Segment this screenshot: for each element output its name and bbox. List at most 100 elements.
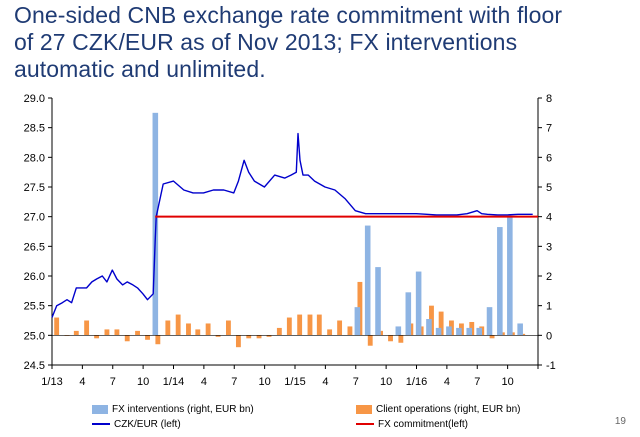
legend-commitment-label: FX commitment(left) xyxy=(378,419,469,430)
x-tick-label: 4 xyxy=(201,376,207,388)
client-operations-bar xyxy=(276,327,282,336)
client-operations-bar xyxy=(124,335,130,342)
client-operations-bar xyxy=(286,317,292,336)
fx-interventions-bar xyxy=(517,323,523,336)
fx-interventions-bar xyxy=(405,292,412,336)
right-tick-label: 0 xyxy=(546,330,552,342)
client-operations-bar xyxy=(246,335,252,339)
fx-interventions-bar xyxy=(507,216,513,336)
fx-interventions-bar xyxy=(364,225,371,336)
right-tick-label: 8 xyxy=(546,93,552,105)
client-operations-bar xyxy=(489,335,495,339)
fx-interventions-swatch xyxy=(92,404,108,414)
right-tick-label: 4 xyxy=(546,212,552,224)
left-tick-label: 27.5 xyxy=(24,182,45,194)
x-tick-label: 4 xyxy=(79,376,85,388)
x-tick-label: 1/15 xyxy=(284,376,305,388)
client-operations-bar xyxy=(73,330,79,336)
x-tick-label: 7 xyxy=(474,376,480,388)
client-operations-bar xyxy=(256,335,262,339)
client-operations-bar xyxy=(235,335,241,348)
client-operations-bar xyxy=(327,329,333,336)
left-tick-label: 25.5 xyxy=(24,301,45,313)
client-operations-bar xyxy=(337,320,343,336)
client-operations-bar xyxy=(297,314,303,336)
left-tick-label: 26.0 xyxy=(24,271,45,283)
title-line-2: of 27 CZK/EUR as of Nov 2013; FX interve… xyxy=(14,29,518,55)
x-tick-label: 1/14 xyxy=(163,376,184,388)
fx-interventions-bar xyxy=(486,307,493,336)
right-tick-label: 1 xyxy=(546,301,552,313)
left-tick-label: 25.0 xyxy=(24,330,45,342)
client-operations-bar xyxy=(438,311,444,336)
left-tick-label: 29.0 xyxy=(24,93,45,105)
right-tick-label: 7 xyxy=(546,123,552,135)
client-operations-bar xyxy=(114,329,120,336)
fx-interventions-bar xyxy=(375,267,381,336)
client-operations-swatch xyxy=(356,404,372,414)
client-operations-bar xyxy=(266,335,272,337)
left-tick-label: 24.5 xyxy=(24,360,45,372)
client-operations-bar xyxy=(225,320,231,336)
fx-interventions-bar xyxy=(415,271,422,336)
left-tick-label: 28.0 xyxy=(24,152,45,164)
left-axis-ticks: 24.5 25.0 25.5 26.0 26.5 27.0 27.5 28.0 28.5 29.0 xyxy=(24,93,52,372)
client-operations-bar xyxy=(307,314,313,336)
fx-interventions-bar xyxy=(446,326,452,336)
x-tick-label: 4 xyxy=(444,376,450,388)
legend-fx-interventions: FX interventions (right, EUR bn) xyxy=(92,404,254,415)
czk-eur-swatch xyxy=(92,423,110,426)
legend-czk-eur: CZK/EUR (left) xyxy=(92,419,181,430)
client-operations-bar xyxy=(367,335,373,346)
client-operations-bar xyxy=(347,326,353,336)
legend-commitment: FX commitment(left) xyxy=(356,419,468,430)
fx-interventions-bars xyxy=(152,112,523,336)
slide-title: One-sided CNB exchange rate commitment w… xyxy=(14,2,626,83)
client-operations-bar xyxy=(155,335,161,345)
right-tick-label: 6 xyxy=(546,152,552,164)
x-tick-label: 7 xyxy=(353,376,359,388)
client-operations-bars xyxy=(54,281,526,348)
fx-interventions-bar xyxy=(354,307,361,336)
right-axis-ticks: -1 0 1 2 3 4 5 6 7 8 xyxy=(538,93,556,372)
legend-czk-eur-label: CZK/EUR (left) xyxy=(114,419,181,430)
client-operations-bar xyxy=(84,320,90,336)
client-operations-bar xyxy=(388,335,393,342)
legend-client-operations-label: Client operations (right, EUR bn) xyxy=(376,404,521,415)
x-tick-label: 1/13 xyxy=(41,376,62,388)
client-operations-bar xyxy=(186,323,191,336)
fx-interventions-bar xyxy=(466,327,473,336)
czk-eur-line xyxy=(51,132,533,318)
right-tick-label: -1 xyxy=(546,360,556,372)
fx-interventions-bar xyxy=(395,326,402,336)
client-operations-bar xyxy=(135,330,140,336)
x-tick-label: 10 xyxy=(380,376,392,388)
client-operations-bar xyxy=(205,323,211,336)
fx-interventions-bar xyxy=(497,227,503,336)
title-line-3: automatic and unlimited. xyxy=(14,56,266,82)
x-tick-label: 7 xyxy=(231,376,237,388)
fx-interventions-bar xyxy=(426,319,432,336)
fx-interventions-bar xyxy=(476,327,482,336)
client-operations-bar xyxy=(94,335,100,339)
page-number: 19 xyxy=(614,416,626,427)
x-tick-label: 4 xyxy=(322,376,328,388)
client-operations-bar xyxy=(165,320,171,336)
right-tick-label: 2 xyxy=(546,271,552,283)
legend-client-operations: Client operations (right, EUR bn) xyxy=(356,404,521,415)
client-operations-bar xyxy=(316,314,322,336)
x-axis-ticks: 1/13 4 7 10 1/14 4 7 10 1/15 4 7 10 1/16 4 7 10 xyxy=(41,365,539,388)
client-operations-bar xyxy=(145,335,150,340)
chart-lines xyxy=(51,132,538,318)
legend-fx-interventions-label: FX interventions (right, EUR bn) xyxy=(112,404,254,415)
x-tick-label: 7 xyxy=(110,376,116,388)
client-operations-bar xyxy=(175,314,181,336)
left-tick-label: 26.5 xyxy=(24,241,45,253)
chart-axes xyxy=(51,98,539,366)
fx-interventions-bar xyxy=(456,327,462,336)
x-tick-label: 10 xyxy=(259,376,271,388)
right-tick-label: 5 xyxy=(546,182,552,194)
fx-interventions-bar xyxy=(435,327,442,336)
x-tick-label: 10 xyxy=(137,376,149,388)
